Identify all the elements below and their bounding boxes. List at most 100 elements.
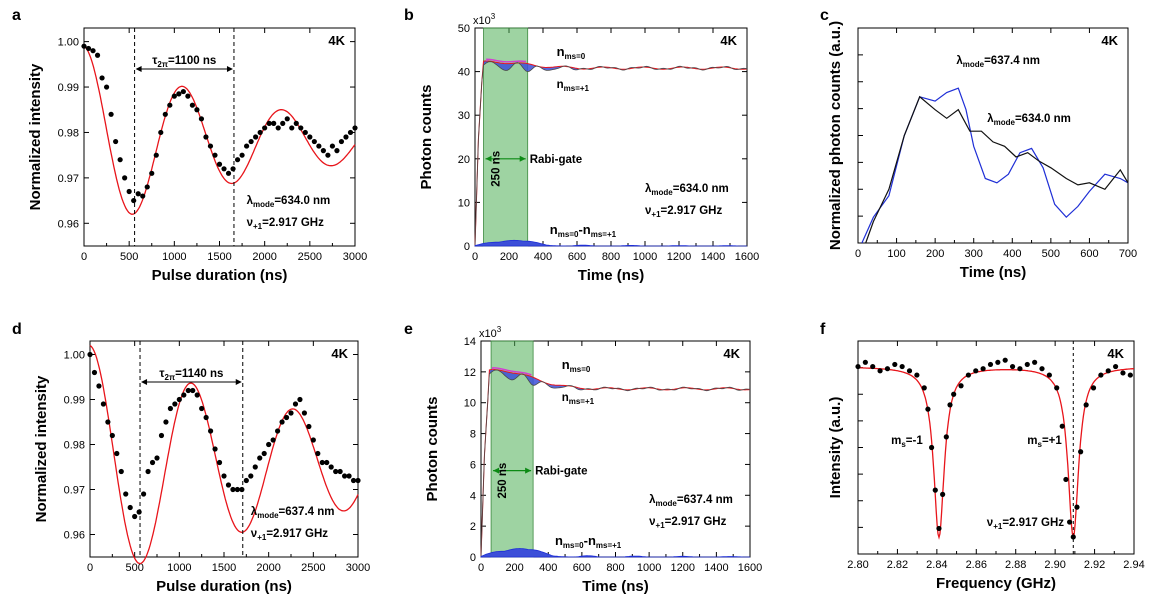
data-point <box>131 197 137 204</box>
difference-trace <box>474 239 747 247</box>
x-axis-label: Time (ns) <box>582 578 648 595</box>
data-point <box>1046 372 1052 378</box>
data-point <box>248 138 254 145</box>
diff-sub2: ms=+1 <box>596 541 622 550</box>
y-tick-label: 4 <box>470 490 476 502</box>
data-point <box>243 477 249 484</box>
data-point <box>132 513 138 520</box>
difference-trace <box>480 548 750 558</box>
panel-d: d Pulse duration (ns) Normalized intensity… <box>12 321 370 595</box>
data-point <box>176 396 182 403</box>
data-point <box>870 363 876 370</box>
x-tick-label: 500 <box>120 251 138 263</box>
data-point <box>884 366 891 372</box>
frequency-label-value: =2.917 GHz <box>661 205 723 217</box>
data-point <box>208 428 214 434</box>
data-point <box>355 477 361 484</box>
frequency-label: ν+1=2.917 GHz <box>247 217 324 231</box>
data-point <box>114 450 120 457</box>
data-point <box>307 134 313 140</box>
data-point <box>350 477 357 484</box>
x-tick-label: 1400 <box>704 562 728 574</box>
diff-mid: -n <box>584 533 596 548</box>
data-point <box>225 170 232 176</box>
data-point <box>958 383 964 389</box>
data-point <box>207 143 214 149</box>
x-tick-label: 100 <box>887 248 905 260</box>
data-point <box>96 383 102 389</box>
gate-width-label: 250 ns <box>497 463 509 499</box>
temperature-tag: 4K <box>1107 346 1124 361</box>
data-point <box>283 414 290 421</box>
frequency-label-value: =2.917 GHz <box>1002 517 1064 529</box>
y-tick-label: 0.97 <box>64 485 85 497</box>
multiplier-base: x10 <box>473 15 491 27</box>
frequency-label-base: ν <box>247 217 253 229</box>
data-point <box>136 509 142 515</box>
arrow-head-left <box>135 66 142 72</box>
data-point <box>932 487 938 493</box>
x-tick-label: 300 <box>965 248 983 260</box>
series-ms1-label-sub: ms=+1 <box>569 397 595 406</box>
data-point <box>103 84 110 90</box>
data-point <box>149 459 156 466</box>
x-tick-label: 1500 <box>212 562 236 574</box>
x-tick-label: 500 <box>125 562 143 574</box>
data-point <box>158 129 164 136</box>
x-tick-label: 400 <box>1003 248 1021 260</box>
fit-curve <box>858 367 1135 540</box>
panel-e: e Time (ns) Photon counts 4K 0 200 400 600 800 10… <box>404 321 762 595</box>
x-tick-label: 3000 <box>346 562 370 574</box>
data-point <box>1039 366 1045 372</box>
x-tick-label: 1600 <box>738 562 762 574</box>
frequency-label-value: =2.917 GHz <box>665 516 727 528</box>
data-point <box>266 441 272 448</box>
frequency-label: ν+1=2.917 GHz <box>649 516 726 530</box>
period-label: τ2π=1140 ns <box>159 368 223 382</box>
data-point <box>158 432 165 439</box>
x-tick-label: 200 <box>500 251 518 263</box>
frequency-label-value: =2.917 GHz <box>262 217 324 229</box>
x-tick-label: 2.86 <box>966 559 987 571</box>
y-tick-label: 12 <box>464 367 476 379</box>
panel-label: f <box>820 321 826 338</box>
temperature-tag: 4K <box>723 346 740 361</box>
data-point <box>352 125 358 131</box>
data-point <box>346 473 352 479</box>
data-point <box>141 491 147 497</box>
wavelength-label-sub: mode <box>651 188 673 197</box>
x-tick-label: 3000 <box>343 251 367 263</box>
panel-label: c <box>820 7 829 24</box>
x-tick-label: 800 <box>606 562 624 574</box>
data-point <box>248 473 254 479</box>
panel-label: a <box>12 7 21 24</box>
data-point <box>877 368 883 374</box>
diff-base: n <box>555 533 563 548</box>
data-point <box>153 152 159 158</box>
temperature-tag: 4K <box>1101 33 1118 48</box>
data-point <box>947 402 953 408</box>
x-tick-label: 2.94 <box>1123 559 1144 571</box>
data-point <box>257 129 263 136</box>
overlap-accent <box>492 367 532 376</box>
wavelength-label: λmode=637.4 nm <box>251 506 335 520</box>
data-point <box>221 166 227 172</box>
x-tick-label: 0 <box>472 251 478 263</box>
y-tick-label: 0.98 <box>58 127 79 139</box>
data-point <box>347 129 354 136</box>
panel-label: d <box>12 321 22 338</box>
plot-frame <box>83 27 356 247</box>
y-tick-label: 0.97 <box>58 173 79 185</box>
x-axis-label: Pulse duration (ns) <box>156 578 292 595</box>
data-point <box>162 111 168 117</box>
x-tick-label: 1000 <box>637 562 661 574</box>
data-point <box>906 368 913 374</box>
y-axis-label: Intensity (a.u.) <box>827 397 844 499</box>
data-point <box>275 125 281 131</box>
x-tick-label: 1400 <box>701 251 725 263</box>
data-point <box>149 170 155 176</box>
y-tick-label: 0.96 <box>58 218 79 230</box>
arrow-head-right <box>226 66 233 72</box>
x-tick-label: 2000 <box>256 562 280 574</box>
data-point <box>925 406 931 412</box>
